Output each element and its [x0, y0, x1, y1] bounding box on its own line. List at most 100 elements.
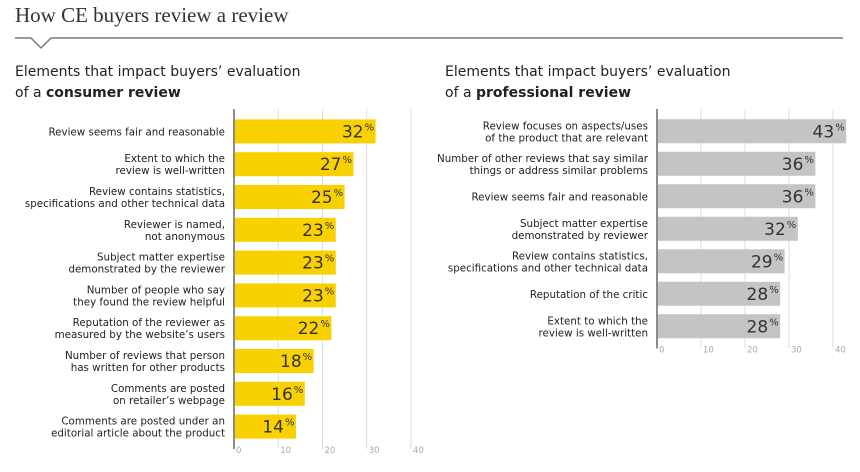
page-title: How CE buyers review a review: [15, 3, 289, 27]
category-label: Reputation of the reviewer as: [73, 317, 225, 329]
bar-value-unit: %: [774, 252, 784, 263]
category-label: Review contains statistics,: [89, 186, 225, 198]
professional-chart-heading: Elements that impact buyers’ evaluation …: [445, 62, 730, 104]
bar-value-unit: %: [325, 286, 335, 297]
bar-value-label: 18: [280, 352, 302, 372]
category-label: Extent to which the: [124, 153, 225, 165]
category-label: Subject matter expertise: [520, 218, 648, 230]
professional-heading-prefix: of a: [445, 85, 472, 101]
category-label: Review focuses on aspects/uses: [483, 120, 648, 132]
bar: [234, 250, 336, 275]
category-label: Review seems fair and reasonable: [471, 191, 648, 203]
category-label: editorial article about the product: [51, 428, 225, 440]
bar-value-unit: %: [769, 317, 779, 328]
bar-value-label: 23: [302, 254, 324, 274]
bar-value-unit: %: [835, 122, 845, 133]
x-tick-label: 40: [413, 446, 424, 456]
bar-value-label: 43: [813, 122, 835, 142]
bar-value-unit: %: [334, 188, 344, 199]
x-tick-label: 10: [280, 446, 291, 456]
category-label: Reputation of the critic: [530, 289, 648, 301]
x-tick-label: 0: [659, 346, 664, 356]
bar: [234, 217, 336, 242]
bar-value-unit: %: [294, 385, 304, 396]
category-label: things or address similar problems: [470, 165, 648, 177]
category-label: measured by the website’s users: [55, 329, 225, 341]
bar-value-unit: %: [787, 220, 797, 231]
bar: [657, 281, 781, 306]
bar: [657, 151, 816, 176]
category-label: specifications and other technical data: [25, 198, 225, 210]
category-label: Subject matter expertise: [97, 252, 225, 264]
category-label: demonstrated by reviewer: [512, 230, 649, 242]
x-tick-label: 20: [325, 446, 336, 456]
category-label: they found the review helpful: [73, 296, 225, 308]
category-label: Number of other reviews that say similar: [437, 153, 649, 165]
x-tick-label: 10: [703, 346, 714, 356]
bar: [234, 316, 332, 341]
category-label: Comments are posted: [111, 383, 225, 395]
x-tick-label: 20: [747, 346, 758, 356]
bar: [657, 119, 847, 144]
bar-value-unit: %: [804, 155, 814, 166]
category-label: Review contains statistics,: [512, 250, 648, 262]
category-label: specifications and other technical data: [448, 262, 648, 274]
category-label: Extent to which the: [547, 315, 648, 327]
category-label: review is well-written: [539, 327, 648, 339]
bar: [657, 314, 781, 339]
category-label: Review seems fair and reasonable: [48, 126, 225, 138]
bar-value-label: 16: [271, 385, 293, 405]
category-label: Comments are posted under an: [61, 416, 225, 428]
bar-value-label: 23: [302, 221, 324, 241]
bar-value-unit: %: [325, 221, 335, 232]
bar-value-label: 29: [751, 252, 773, 272]
consumer-review-chart: 32 % Review seems fair and reasonable 27 % Ex…: [25, 109, 424, 456]
consumer-heading-bold: consumer review: [45, 85, 181, 101]
bar-value-unit: %: [804, 187, 814, 198]
bar-value-unit: %: [285, 418, 295, 429]
bar-value-label: 36: [782, 155, 804, 175]
bar-value-unit: %: [320, 319, 330, 330]
category-label: Reviewer is named,: [124, 219, 225, 231]
bar-value-label: 28: [747, 285, 769, 305]
bar-value-unit: %: [769, 285, 779, 296]
professional-heading-line1: Elements that impact buyers’ evaluation: [445, 64, 731, 80]
consumer-heading-line1: Elements that impact buyers’ evaluation: [15, 64, 301, 80]
bar: [657, 184, 816, 209]
bar: [234, 283, 336, 308]
bar-value-label: 28: [747, 317, 769, 337]
bar-value-label: 32: [764, 220, 786, 240]
bar-value-unit: %: [325, 254, 335, 265]
bar: [234, 152, 354, 177]
title-divider: [15, 37, 843, 50]
bar: [234, 349, 314, 373]
x-tick-label: 40: [835, 346, 846, 356]
x-tick-label: 0: [236, 446, 241, 456]
bar: [657, 216, 798, 241]
category-label: of the product that are relevant: [485, 132, 648, 144]
bar-value-unit: %: [342, 155, 352, 166]
category-label: review is well-written: [116, 165, 225, 177]
consumer-heading-prefix: of a: [15, 85, 42, 101]
category-label: demonstrated by the reviewer: [68, 264, 225, 276]
category-label: has written for other products: [71, 362, 225, 374]
bar-value-label: 27: [320, 155, 342, 175]
x-tick-label: 30: [369, 446, 380, 456]
bar: [234, 414, 296, 439]
x-tick-label: 30: [791, 346, 802, 356]
bar-value-label: 36: [782, 187, 804, 207]
category-label: Number of reviews that person: [65, 350, 225, 362]
bar: [234, 119, 376, 144]
consumer-chart-heading: Elements that impact buyers’ evaluation …: [15, 62, 300, 104]
bar-value-label: 23: [302, 286, 324, 306]
bar: [657, 249, 785, 274]
bar-value-label: 22: [298, 319, 320, 339]
bar-value-label: 25: [311, 188, 333, 208]
category-label: on retailer’s webpage: [113, 395, 225, 407]
bar-value-label: 32: [342, 122, 364, 142]
bar-value-unit: %: [365, 122, 375, 133]
category-label: Number of people who say: [87, 284, 225, 296]
professional-heading-bold: professional review: [475, 85, 632, 101]
bar: [234, 381, 305, 406]
